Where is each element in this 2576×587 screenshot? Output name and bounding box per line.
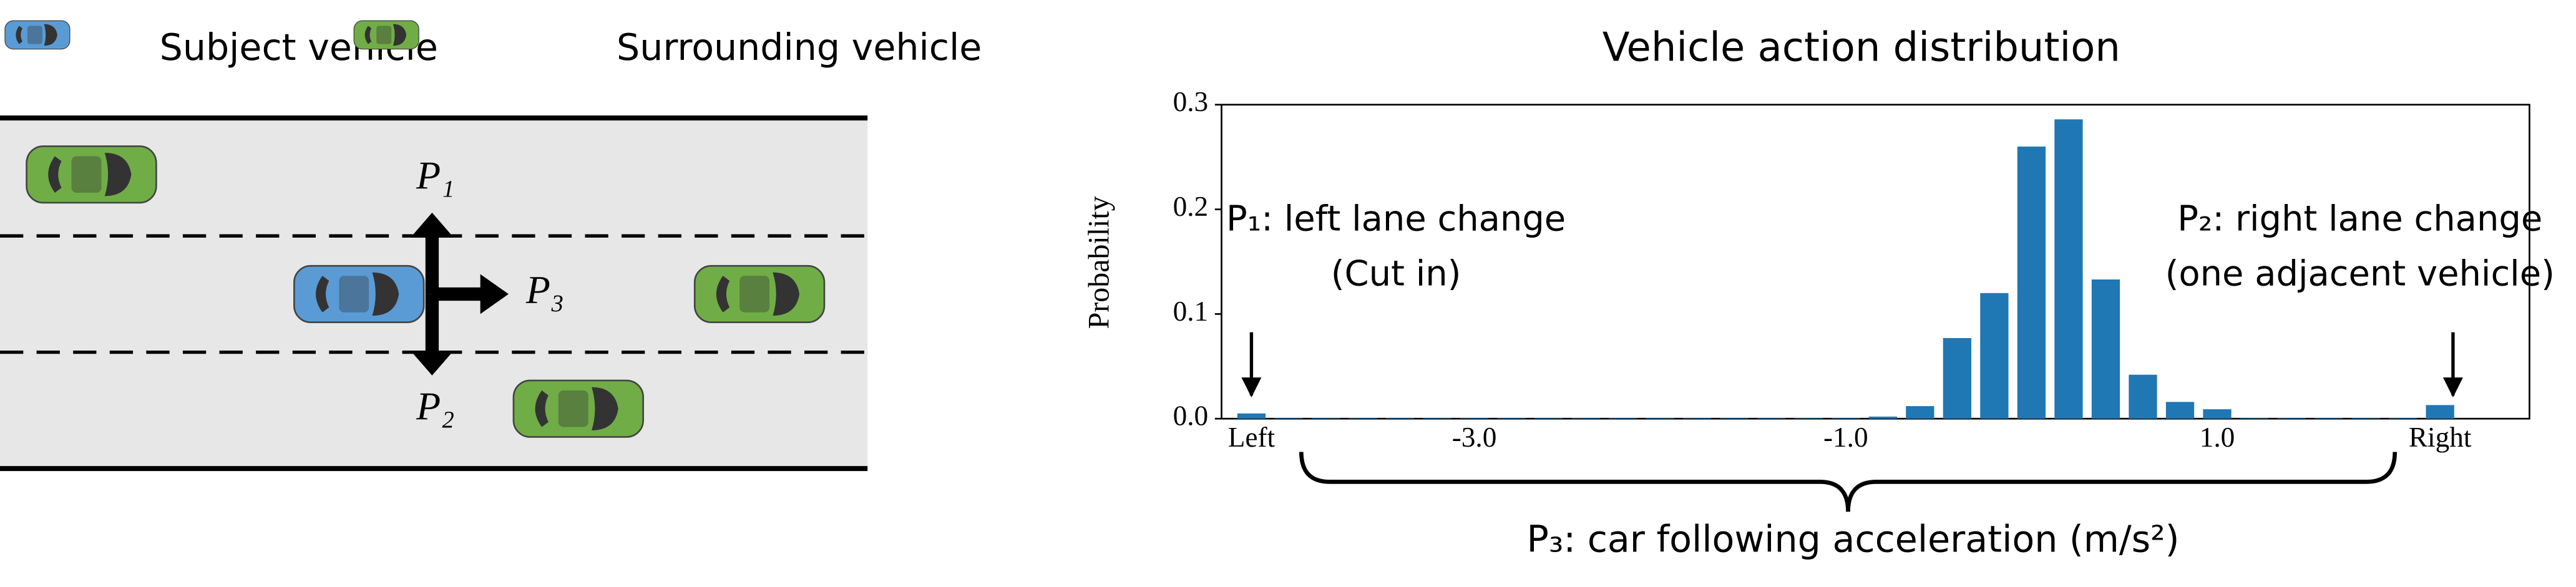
y-tick-label: 0.2 <box>1173 191 1209 222</box>
chart-title: Vehicle action distribution <box>1603 25 2120 71</box>
y-tick-label: 0.1 <box>1173 296 1209 327</box>
x-tick-label: Left <box>1228 422 1276 453</box>
bar <box>2165 402 2195 419</box>
bar <box>2017 146 2046 419</box>
x-tick-label: Right <box>2409 422 2472 453</box>
annotation: P₃: car following acceleration (m/s²) <box>1527 518 2180 560</box>
car <box>512 379 644 438</box>
bar <box>1349 418 1377 419</box>
arrow-heads <box>410 212 509 376</box>
bar <box>1683 418 1712 419</box>
bar <box>1832 418 1860 419</box>
bar <box>2091 279 2120 419</box>
bar <box>1980 293 2009 419</box>
bar <box>1757 418 1786 419</box>
annotation: P₁: left lane change <box>1226 198 1566 239</box>
bar <box>1534 418 1563 419</box>
legend-icon <box>353 20 419 50</box>
bar <box>2054 119 2083 419</box>
annotation: P₂: right lane change <box>2177 198 2542 239</box>
bar <box>1385 418 1415 419</box>
bar <box>2129 374 2157 419</box>
bar <box>2351 418 2380 419</box>
bar <box>1906 406 1934 419</box>
legend-label: Surrounding vehicle <box>617 26 982 69</box>
bar <box>1794 418 1823 419</box>
bar <box>2388 418 2417 419</box>
bar <box>2426 405 2454 419</box>
bar <box>1868 416 1897 419</box>
car <box>693 264 826 324</box>
brace <box>1299 452 2398 512</box>
y-tick-label: 0.3 <box>1173 86 1209 117</box>
y-axis-label: Probability <box>1083 196 1116 329</box>
bar <box>2203 409 2232 419</box>
bar <box>2240 418 2269 419</box>
x-tick-label: -3.0 <box>1452 422 1497 453</box>
action-label: P₃ <box>525 268 564 312</box>
action-arrows <box>425 232 485 356</box>
x-tick-label: -1.0 <box>1823 422 1868 453</box>
annotation: (one adjacent vehicle) <box>2165 253 2555 294</box>
bar <box>1943 337 1971 419</box>
y-tick-label: 0.0 <box>1173 400 1209 432</box>
bar <box>2277 418 2306 419</box>
bar <box>1460 418 1489 419</box>
annotation: (Cut in) <box>1331 253 1461 294</box>
bar <box>1274 418 1303 419</box>
bar <box>1497 418 1526 419</box>
bar <box>1237 413 1266 419</box>
bar <box>1609 418 1637 419</box>
bar <box>2314 418 2343 419</box>
car <box>26 145 157 204</box>
car <box>293 264 425 324</box>
bar <box>1571 418 1600 419</box>
x-tick-label: 1.0 <box>2200 422 2235 453</box>
bar <box>1646 418 1674 419</box>
action-label: P₂ <box>416 384 454 429</box>
bar <box>1423 418 1451 419</box>
action-label: P₁ <box>416 153 454 197</box>
bar <box>1720 418 1749 419</box>
legend-icon <box>4 20 71 50</box>
bar <box>1311 418 1340 419</box>
